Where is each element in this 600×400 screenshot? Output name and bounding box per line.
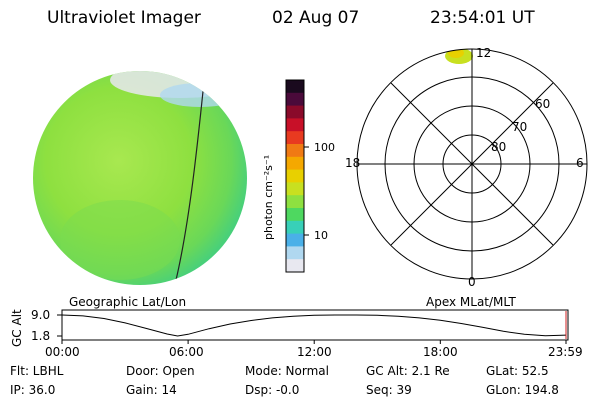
colorbar-swatch xyxy=(286,246,304,260)
image-date: 02 Aug 07 xyxy=(272,8,360,28)
colorbar-swatch xyxy=(286,182,304,196)
colorbar-swatch xyxy=(286,220,304,235)
altitude-series-line xyxy=(61,314,567,337)
colorbar-swatch xyxy=(286,169,304,183)
x-tick-1200: 12:00 xyxy=(297,345,332,359)
x-tick-2359: 23:59 xyxy=(548,345,583,359)
colorbar-tick-100: 100 xyxy=(314,141,335,154)
y-tick-9: 9.0 xyxy=(31,308,51,322)
orbit-altitude-plot xyxy=(57,309,569,344)
mlt-label-12: 12 xyxy=(476,46,492,60)
colorbar xyxy=(285,79,309,273)
colorbar-swatch xyxy=(286,208,304,222)
colorbar-swatch xyxy=(286,195,304,209)
mlat-label-70: 70 xyxy=(512,120,528,134)
colorbar-swatch xyxy=(286,144,304,158)
y-tick-1-8: 1.8 xyxy=(31,329,51,343)
glon-status: GLon: 194.8 xyxy=(486,383,559,397)
colorbar-swatch xyxy=(286,118,304,132)
colorbar-frame xyxy=(285,79,305,273)
ip-status: IP: 36.0 xyxy=(10,383,56,397)
mlt-label-0: 0 xyxy=(468,275,476,289)
mlat-label-80: 80 xyxy=(491,140,507,154)
mlt-label-18: 18 xyxy=(345,156,361,170)
gain-status: Gain: 14 xyxy=(126,383,177,397)
x-tick-0600: 06:00 xyxy=(169,345,204,359)
x-tick-1800: 18:00 xyxy=(423,345,458,359)
colorbar-swatch xyxy=(286,92,304,107)
mlt-label-6: 6 xyxy=(576,156,584,170)
geographic-panel-label: Geographic Lat/Lon xyxy=(69,295,187,309)
colorbar-swatch xyxy=(286,80,304,94)
colorbar-unit-label: photon cm⁻²s⁻¹ xyxy=(262,154,275,240)
filter-status: Flt: LBHL xyxy=(10,364,64,378)
dsp-status: Dsp: -0.0 xyxy=(245,383,300,397)
uv-disk-image xyxy=(33,71,247,285)
door-status: Door: Open xyxy=(126,364,195,378)
y-axis-label: GC Alt xyxy=(10,309,24,347)
mlat-label-60: 60 xyxy=(535,97,551,111)
colorbar-swatch xyxy=(286,156,304,171)
colorbar-swatch xyxy=(286,233,304,247)
x-tick-0000: 00:00 xyxy=(45,345,80,359)
instrument-title: Ultraviolet Imager xyxy=(47,8,201,28)
glat-status: GLat: 52.5 xyxy=(486,364,549,378)
mode-status: Mode: Normal xyxy=(245,364,329,378)
colorbar-tick-10: 10 xyxy=(314,229,328,242)
polar-grid xyxy=(356,48,588,280)
colorbar-swatch xyxy=(286,105,304,119)
apex-panel-label: Apex MLat/MLT xyxy=(426,295,516,309)
image-time: 23:54:01 UT xyxy=(430,8,535,28)
gc-alt-status: GC Alt: 2.1 Re xyxy=(366,364,450,378)
seq-status: Seq: 39 xyxy=(366,383,412,397)
colorbar-swatch xyxy=(286,131,304,145)
colorbar-swatch xyxy=(286,259,304,273)
